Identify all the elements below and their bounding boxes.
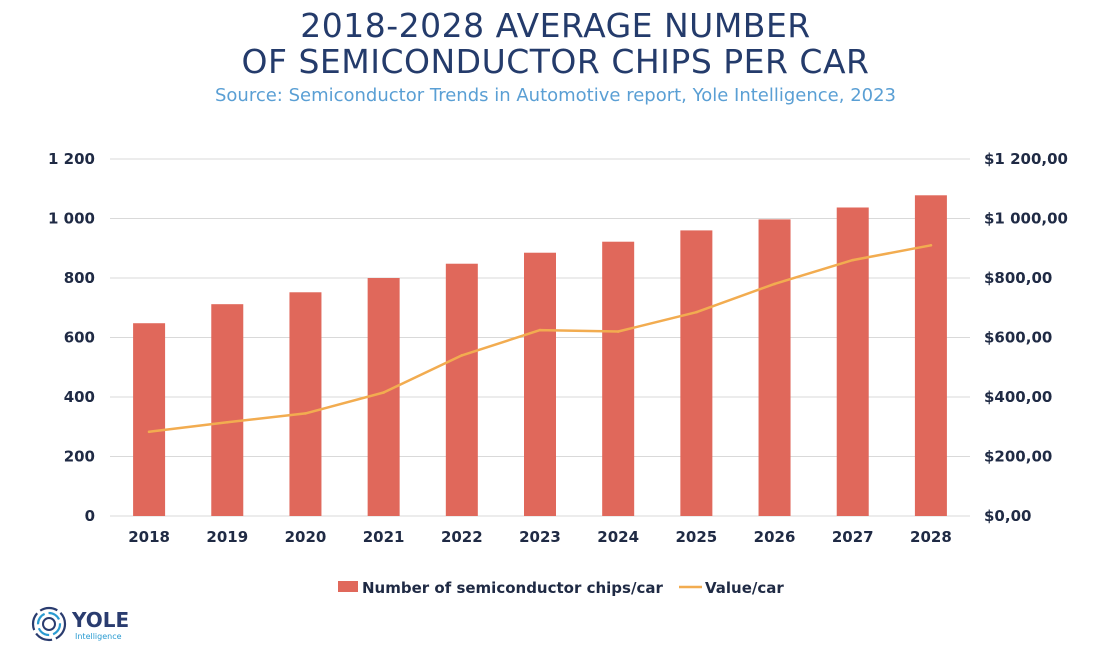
yole-logo-mark-icon xyxy=(31,606,67,642)
x-tick-label: 2028 xyxy=(910,528,952,546)
y-right-tick-label: $1 200,00 xyxy=(984,150,1068,168)
x-tick-label: 2019 xyxy=(206,528,248,546)
bar xyxy=(680,230,713,516)
bar-series xyxy=(133,195,947,517)
line-point xyxy=(851,258,855,262)
bar xyxy=(524,252,556,516)
legend: Number of semiconductor chips/car Value/c… xyxy=(338,579,784,597)
y-right-tick-label: $200,00 xyxy=(984,448,1052,466)
bar xyxy=(758,219,791,516)
line-point xyxy=(538,328,542,332)
y-left-tick-label: 0 xyxy=(85,507,95,525)
y-left-tick-label: 800 xyxy=(64,269,95,287)
y-right-tick-label: $1 000,00 xyxy=(984,210,1068,228)
y-axis-right: $0,00 $200,00 $400,00 $600,00 $800,00 $1 000,… xyxy=(984,150,1068,525)
bar xyxy=(836,207,869,516)
chart-title-line-2: OF SEMICONDUCTOR CHIPS PER CAR xyxy=(241,42,870,81)
bar xyxy=(445,263,478,516)
yole-logo-name: YOLE xyxy=(71,608,129,632)
y-right-tick-label: $600,00 xyxy=(984,329,1052,347)
y-right-tick-label: $0,00 xyxy=(984,507,1031,525)
chart-title-line-1: 2018-2028 AVERAGE NUMBER xyxy=(300,6,811,45)
yole-logo: YOLE Intelligence xyxy=(31,606,129,642)
x-tick-label: 2021 xyxy=(363,528,405,546)
y-right-tick-label: $800,00 xyxy=(984,269,1052,287)
line-series xyxy=(147,243,933,434)
line-point xyxy=(695,310,698,314)
bar xyxy=(602,241,635,516)
x-tick-label: 2024 xyxy=(597,528,639,546)
chart-title-block: 2018-2028 AVERAGE NUMBER OF SEMICONDUCTO… xyxy=(0,8,1111,107)
x-tick-label: 2020 xyxy=(285,528,327,546)
yole-logo-tagline: Intelligence xyxy=(75,632,122,641)
x-tick-label: 2027 xyxy=(832,528,874,546)
bar xyxy=(133,323,166,516)
y-left-tick-label: 200 xyxy=(64,448,95,466)
y-left-tick-label: 600 xyxy=(64,329,95,347)
y-left-tick-label: 1 200 xyxy=(48,150,95,168)
legend-label-chips: Number of semiconductor chips/car xyxy=(362,579,663,597)
line-point xyxy=(773,282,776,286)
line-point xyxy=(616,330,620,333)
y-left-tick-label: 400 xyxy=(64,388,95,406)
x-tick-label: 2026 xyxy=(754,528,796,546)
x-tick-label: 2025 xyxy=(675,528,717,546)
x-tick-label: 2022 xyxy=(441,528,483,546)
line-point xyxy=(929,243,933,247)
legend-swatch-bar xyxy=(338,581,358,592)
line-point xyxy=(304,412,307,415)
line-point xyxy=(147,430,151,434)
x-tick-label: 2023 xyxy=(519,528,561,546)
line-point xyxy=(460,354,464,357)
bar xyxy=(367,278,400,516)
bar xyxy=(289,292,322,516)
bar xyxy=(211,304,244,516)
line-point xyxy=(382,391,385,394)
y-right-tick-label: $400,00 xyxy=(984,388,1052,406)
y-left-tick-label: 1 000 xyxy=(48,210,95,228)
bar xyxy=(914,195,947,517)
x-tick-label: 2018 xyxy=(128,528,170,546)
chart-subtitle: Source: Semiconductor Trends in Automoti… xyxy=(214,85,897,106)
legend-label-value: Value/car xyxy=(705,579,784,597)
line-point xyxy=(225,420,229,424)
y-axis-left: 0 200 400 600 800 1 000 1 200 xyxy=(48,150,95,525)
x-axis: 2018 2019 2020 2021 2022 2023 2024 2025 2026 2027… xyxy=(128,528,952,546)
